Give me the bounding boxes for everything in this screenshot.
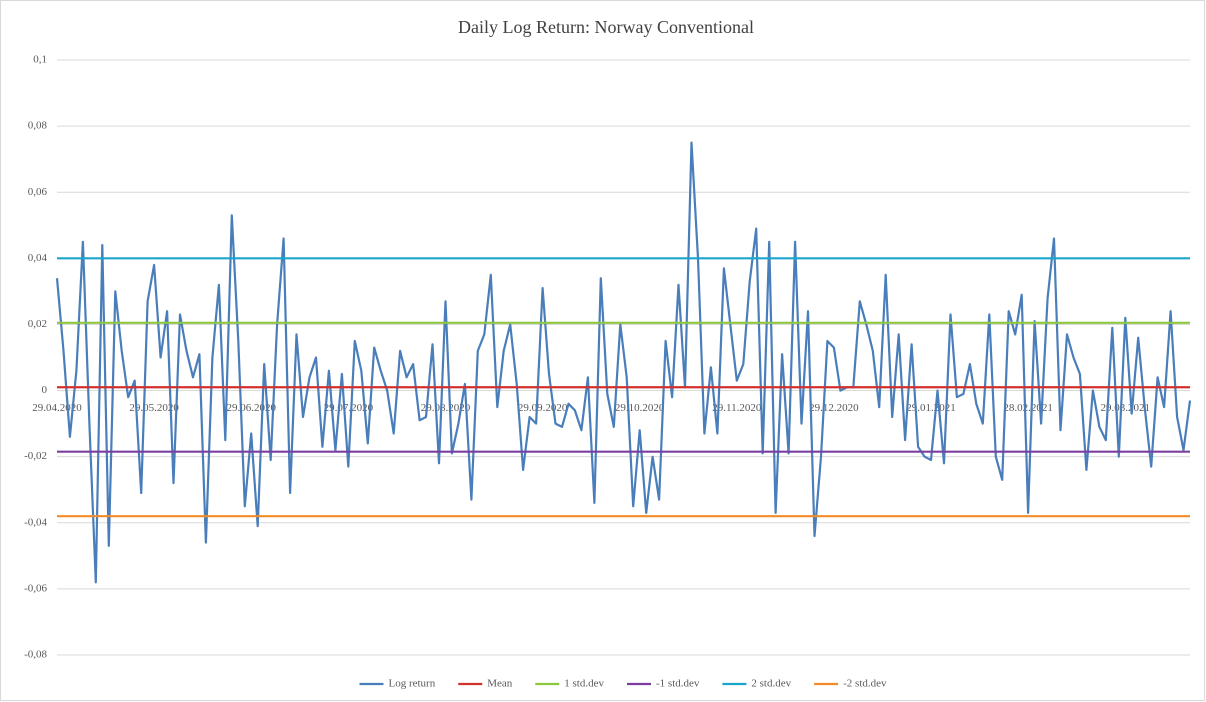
x-tick-label: 29.01.2021 bbox=[906, 402, 956, 414]
legend-label: -2 std.dev bbox=[843, 678, 887, 690]
x-tick-label: 29.08.2020 bbox=[421, 402, 471, 414]
x-tick-label: 29.03.2021 bbox=[1101, 402, 1151, 414]
series-line bbox=[55, 141, 1192, 584]
y-tick-label: 0,1 bbox=[33, 54, 47, 66]
chart-title: Daily Log Return: Norway Conventional bbox=[458, 17, 754, 37]
y-tick-label: 0,08 bbox=[28, 120, 48, 132]
x-tick-label: 29.07.2020 bbox=[324, 402, 374, 414]
y-tick-label: -0,08 bbox=[24, 649, 47, 661]
y-tick-label: -0,06 bbox=[24, 582, 47, 594]
legend-label: -1 std.dev bbox=[656, 678, 700, 690]
x-tick-label: 29.05.2020 bbox=[129, 402, 179, 414]
y-tick-label: -0,04 bbox=[24, 516, 47, 528]
x-tick-label: 29.12.2020 bbox=[809, 402, 859, 414]
x-tick-label: 29.06.2020 bbox=[226, 402, 276, 414]
y-tick-label: 0,06 bbox=[28, 186, 48, 198]
x-tick-label: 29.04.2020 bbox=[32, 402, 82, 414]
legend-label: 1 std.dev bbox=[564, 678, 604, 690]
y-tick-label: -0,02 bbox=[24, 450, 47, 462]
x-tick-label: 28.02.2021 bbox=[1003, 402, 1053, 414]
legend-label: Log return bbox=[388, 678, 435, 690]
x-tick-label: 29.10.2020 bbox=[615, 402, 665, 414]
x-tick-label: 29.11.2020 bbox=[712, 402, 762, 414]
y-tick-label: 0,02 bbox=[28, 318, 47, 330]
x-tick-label: 29.09.2020 bbox=[518, 402, 568, 414]
legend-label: Mean bbox=[487, 678, 513, 690]
y-tick-label: 0 bbox=[42, 384, 48, 396]
y-tick-label: 0,04 bbox=[28, 252, 48, 264]
legend-label: 2 std.dev bbox=[751, 678, 791, 690]
